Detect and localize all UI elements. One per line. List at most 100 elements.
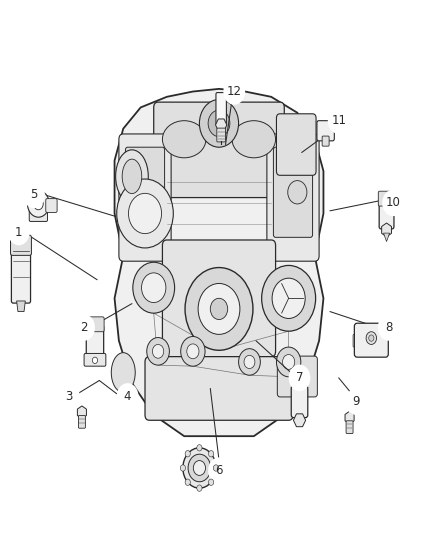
Circle shape <box>208 457 230 484</box>
FancyBboxPatch shape <box>322 136 329 146</box>
FancyBboxPatch shape <box>86 317 104 332</box>
FancyBboxPatch shape <box>273 147 313 237</box>
Circle shape <box>261 265 316 331</box>
Circle shape <box>239 349 260 375</box>
Polygon shape <box>381 223 392 237</box>
Text: 5: 5 <box>30 189 38 201</box>
Text: 10: 10 <box>385 196 400 209</box>
FancyBboxPatch shape <box>11 248 31 303</box>
FancyBboxPatch shape <box>353 334 359 347</box>
FancyBboxPatch shape <box>119 134 171 261</box>
Circle shape <box>141 273 166 303</box>
Text: 6: 6 <box>215 464 223 477</box>
Circle shape <box>58 383 80 410</box>
Circle shape <box>208 479 214 486</box>
Ellipse shape <box>232 120 276 158</box>
Text: 4: 4 <box>124 390 131 403</box>
Circle shape <box>198 284 240 334</box>
Circle shape <box>147 337 170 365</box>
Circle shape <box>73 314 95 341</box>
Polygon shape <box>78 406 86 419</box>
Text: 11: 11 <box>331 114 346 127</box>
FancyBboxPatch shape <box>29 207 47 221</box>
FancyBboxPatch shape <box>379 199 394 229</box>
FancyBboxPatch shape <box>354 323 389 357</box>
Polygon shape <box>384 233 390 241</box>
Circle shape <box>187 344 199 359</box>
Circle shape <box>34 198 43 210</box>
Circle shape <box>208 450 214 457</box>
Circle shape <box>369 335 374 341</box>
FancyBboxPatch shape <box>346 421 353 433</box>
Circle shape <box>289 365 311 391</box>
Circle shape <box>28 191 49 217</box>
Circle shape <box>180 465 185 471</box>
FancyBboxPatch shape <box>125 147 165 237</box>
Polygon shape <box>293 414 306 427</box>
Circle shape <box>197 445 202 451</box>
Circle shape <box>276 347 301 377</box>
Circle shape <box>152 344 164 358</box>
Circle shape <box>133 262 175 313</box>
FancyBboxPatch shape <box>11 235 32 255</box>
FancyBboxPatch shape <box>84 353 106 366</box>
Circle shape <box>288 181 307 204</box>
FancyBboxPatch shape <box>46 199 57 213</box>
Circle shape <box>185 479 191 486</box>
Circle shape <box>378 314 399 341</box>
Circle shape <box>213 465 219 471</box>
Circle shape <box>295 379 304 390</box>
Circle shape <box>128 193 162 233</box>
Polygon shape <box>17 301 25 312</box>
Ellipse shape <box>111 353 135 392</box>
Polygon shape <box>215 119 227 131</box>
Circle shape <box>223 78 245 105</box>
FancyBboxPatch shape <box>145 357 293 420</box>
Circle shape <box>117 383 138 410</box>
Text: 3: 3 <box>65 390 73 403</box>
Circle shape <box>23 182 45 208</box>
FancyBboxPatch shape <box>267 134 319 261</box>
Circle shape <box>193 461 205 475</box>
Circle shape <box>181 336 205 366</box>
FancyBboxPatch shape <box>216 93 226 125</box>
Circle shape <box>283 354 295 369</box>
Circle shape <box>92 357 98 364</box>
Circle shape <box>244 356 255 368</box>
FancyBboxPatch shape <box>78 416 85 428</box>
Circle shape <box>188 454 211 482</box>
Circle shape <box>185 268 253 350</box>
Circle shape <box>272 278 305 318</box>
Circle shape <box>210 298 228 319</box>
FancyBboxPatch shape <box>317 120 334 141</box>
Circle shape <box>197 485 202 491</box>
Circle shape <box>183 448 216 488</box>
Polygon shape <box>345 411 354 424</box>
Ellipse shape <box>162 120 206 158</box>
Circle shape <box>185 450 191 457</box>
Text: 9: 9 <box>352 395 360 408</box>
Polygon shape <box>115 89 323 436</box>
FancyBboxPatch shape <box>291 386 308 418</box>
FancyBboxPatch shape <box>217 128 226 142</box>
Circle shape <box>199 100 239 147</box>
Circle shape <box>208 110 230 136</box>
Circle shape <box>366 332 377 344</box>
Text: 1: 1 <box>15 225 22 239</box>
FancyBboxPatch shape <box>378 191 395 206</box>
Text: 7: 7 <box>296 372 303 384</box>
Circle shape <box>328 108 350 134</box>
Circle shape <box>117 179 173 248</box>
FancyBboxPatch shape <box>277 356 318 397</box>
Text: 12: 12 <box>227 85 242 98</box>
Circle shape <box>8 219 30 245</box>
Ellipse shape <box>116 150 148 203</box>
FancyBboxPatch shape <box>162 240 276 357</box>
Text: 8: 8 <box>385 321 392 334</box>
Ellipse shape <box>122 159 142 193</box>
FancyBboxPatch shape <box>276 114 316 175</box>
Circle shape <box>382 190 404 216</box>
FancyBboxPatch shape <box>154 102 284 198</box>
Text: 2: 2 <box>80 321 88 334</box>
Circle shape <box>345 389 367 415</box>
